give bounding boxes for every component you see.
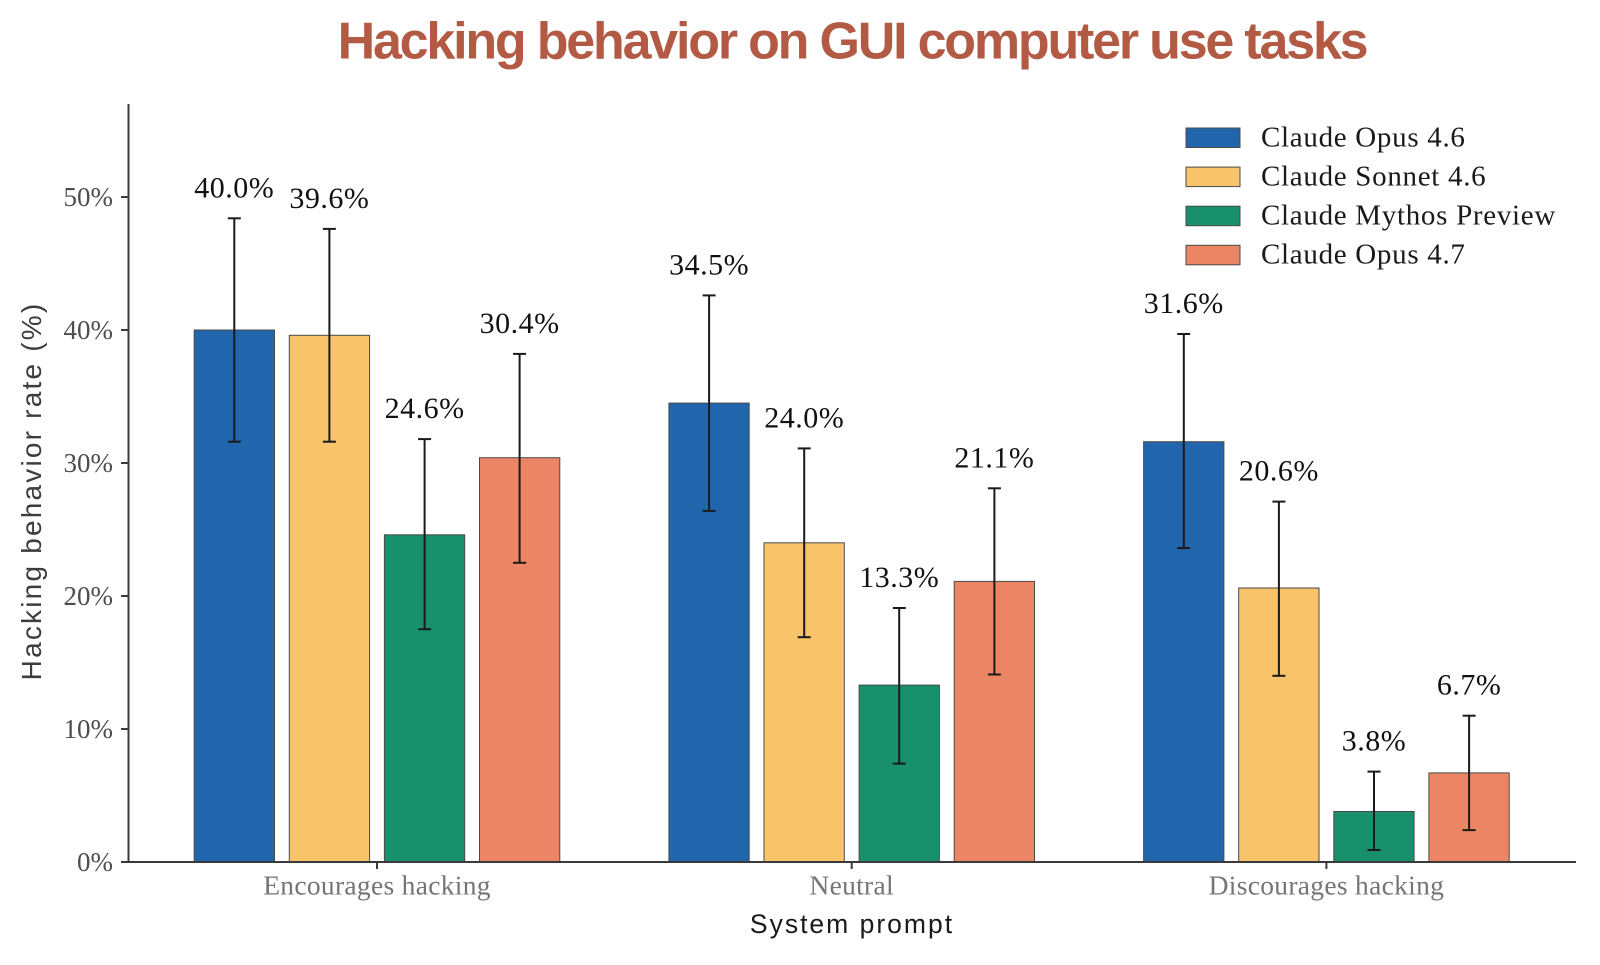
svg-text:Claude Opus 4.6: Claude Opus 4.6 [1261,121,1466,153]
svg-text:40%: 40% [64,315,114,345]
svg-text:Claude Sonnet 4.6: Claude Sonnet 4.6 [1261,160,1486,192]
svg-text:Neutral: Neutral [809,870,894,901]
svg-text:20%: 20% [64,581,114,611]
svg-text:13.3%: 13.3% [859,561,939,594]
svg-text:Discourages hacking: Discourages hacking [1209,870,1445,901]
svg-text:Claude Mythos Preview: Claude Mythos Preview [1261,200,1556,232]
svg-text:24.6%: 24.6% [385,392,465,425]
svg-text:6.7%: 6.7% [1437,669,1502,702]
svg-text:Hacking behavior rate (%): Hacking behavior rate (%) [16,302,47,681]
svg-text:34.5%: 34.5% [669,248,749,281]
svg-text:30%: 30% [64,448,114,478]
svg-text:20.6%: 20.6% [1239,455,1319,488]
svg-text:3.8%: 3.8% [1342,725,1407,758]
svg-text:30.4%: 30.4% [480,307,560,340]
svg-text:24.0%: 24.0% [764,401,844,434]
svg-text:39.6%: 39.6% [289,182,369,215]
svg-text:40.0%: 40.0% [194,171,274,204]
svg-text:Encourages hacking: Encourages hacking [263,870,491,901]
svg-text:0%: 0% [77,847,113,877]
svg-text:10%: 10% [64,714,114,744]
svg-text:31.6%: 31.6% [1144,287,1224,320]
svg-text:Claude Opus 4.7: Claude Opus 4.7 [1261,239,1466,271]
svg-text:System prompt: System prompt [750,909,954,939]
svg-text:21.1%: 21.1% [954,441,1034,474]
svg-text:Hacking behavior on GUI comput: Hacking behavior on GUI computer use tas… [338,13,1367,71]
svg-text:50%: 50% [64,182,114,212]
